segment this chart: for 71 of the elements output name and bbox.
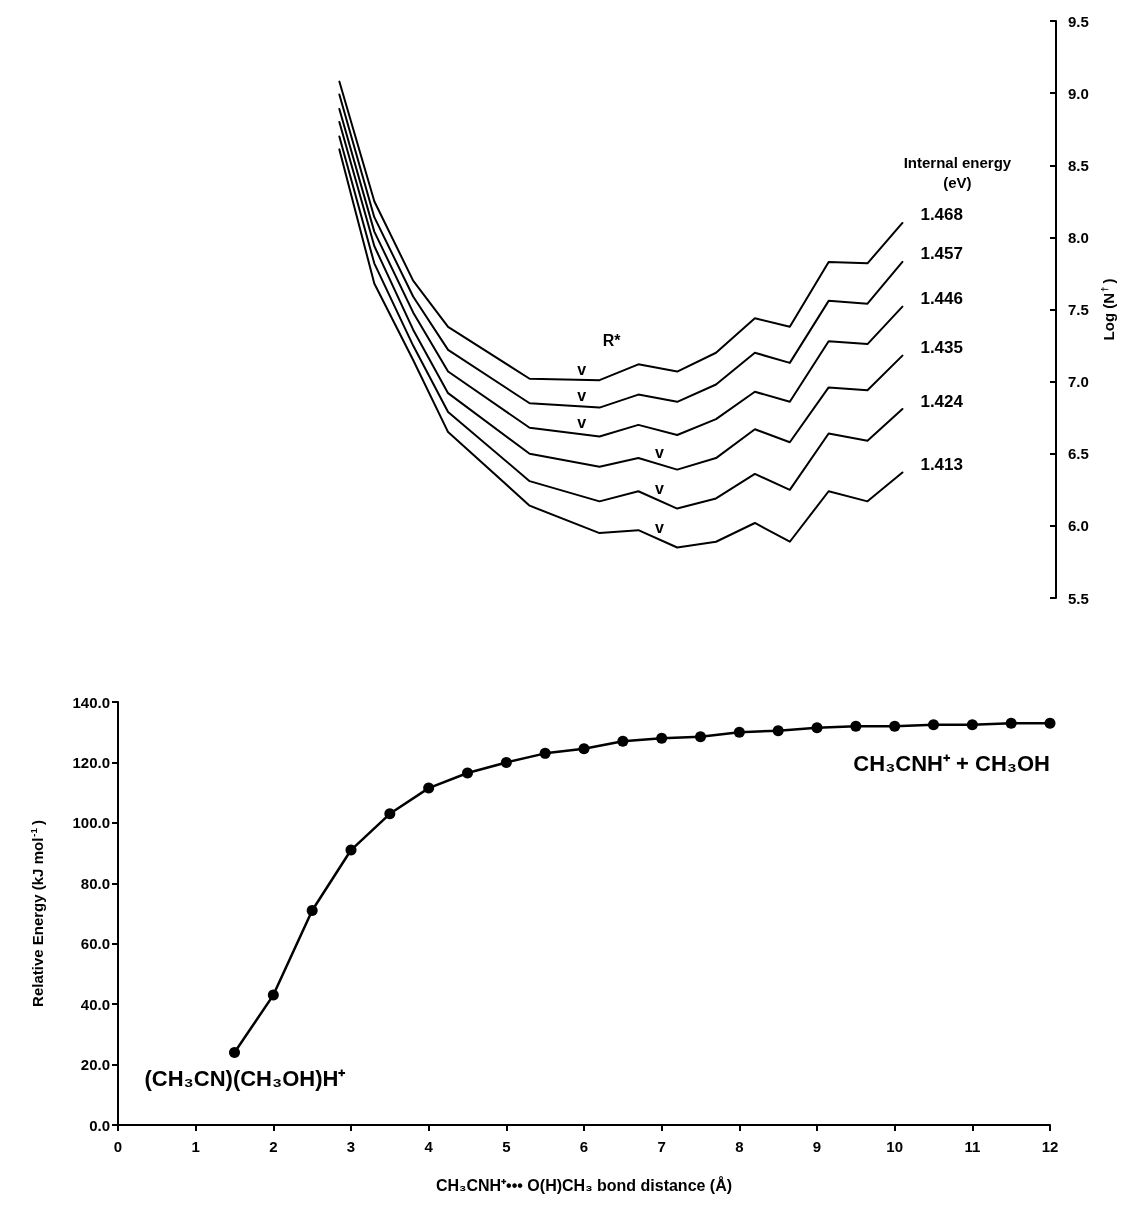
point [578, 743, 590, 755]
y-tick-label: 80.0 [80, 874, 110, 892]
y-tick-label: 6.0 [1068, 517, 1089, 535]
y-tick-label: 60.0 [80, 935, 110, 953]
series-label: 1.435 [920, 338, 963, 358]
annotation: (CH₃CN)(CH₃OH)H⁺ [144, 1065, 347, 1091]
x-tick-label: 7 [657, 1138, 666, 1155]
y-tick-label: 120.0 [72, 753, 110, 771]
y-tick-label: 7.5 [1068, 301, 1089, 318]
series-label: 1.424 [920, 391, 964, 411]
x-tick-label: 11 [964, 1138, 981, 1155]
point [850, 720, 862, 732]
point [345, 844, 357, 856]
x-tick-label: 2 [269, 1138, 278, 1155]
y-tick-label: 140.0 [72, 693, 110, 711]
series-label: 1.413 [920, 455, 963, 474]
x-tick-label: 4 [424, 1138, 434, 1155]
y-tick-label: 8.0 [1068, 228, 1089, 246]
y-tick-label: 9.5 [1068, 12, 1089, 30]
point [889, 720, 901, 732]
series-label: 1.446 [920, 289, 963, 309]
x-axis-title: CH₃CNH⁺••• O(H)CH₃ bond distance (Å) [435, 1175, 733, 1194]
point [384, 808, 396, 820]
point [928, 719, 939, 731]
x-tick-label: 8 [735, 1138, 744, 1155]
y-tick-label: 9.0 [1068, 84, 1089, 102]
y-tick-label: 8.5 [1068, 156, 1089, 174]
point [462, 767, 473, 779]
point [617, 735, 629, 747]
y-tick-label: 0.0 [89, 1116, 110, 1134]
x-tick-label: 10 [886, 1138, 904, 1155]
y-tick-label: 20.0 [80, 1056, 110, 1074]
x-tick-label: 3 [346, 1138, 356, 1155]
point [811, 722, 823, 734]
y-tick-label: 7.0 [1068, 373, 1089, 391]
series-label: 1.457 [920, 244, 963, 264]
y-tick-label: 5.5 [1068, 589, 1089, 607]
point [539, 747, 551, 759]
point [1005, 717, 1017, 729]
x-tick-label: 0 [113, 1138, 123, 1155]
y-tick-label: 100.0 [72, 814, 110, 832]
x-tick-label: 9 [812, 1138, 822, 1155]
y-axis-title: Log (N†) [1099, 278, 1117, 341]
point [966, 719, 978, 731]
legend-title: Internal energy (eV) [903, 154, 1012, 192]
y-tick-label: 40.0 [80, 995, 110, 1013]
annotation: CH₃CNH⁺ + CH₃OH [853, 750, 1050, 776]
point [423, 782, 435, 794]
y-tick-label: 6.5 [1068, 445, 1089, 463]
series-label: 1.468 [920, 205, 963, 225]
point [306, 904, 318, 916]
point [733, 726, 745, 738]
x-tick-label: 5 [502, 1138, 511, 1155]
annotation: v [654, 519, 664, 537]
point [772, 725, 784, 737]
x-tick-label: 6 [579, 1138, 589, 1155]
point [267, 989, 279, 1001]
point [500, 756, 512, 768]
annotation: v [577, 360, 587, 378]
point [229, 1046, 240, 1058]
annotation: v [654, 480, 664, 498]
x-tick-label: 12 [1041, 1138, 1059, 1155]
annotation: v [577, 414, 587, 432]
annotation: v [577, 386, 587, 404]
annotation: v [654, 444, 664, 462]
annotation: R* [602, 331, 622, 349]
point [656, 732, 668, 744]
point [1044, 717, 1056, 729]
y-axis-title: Relative Energy (kJ mol-1) [28, 820, 46, 1007]
x-tick-label: 1 [191, 1138, 200, 1155]
point [695, 731, 706, 743]
